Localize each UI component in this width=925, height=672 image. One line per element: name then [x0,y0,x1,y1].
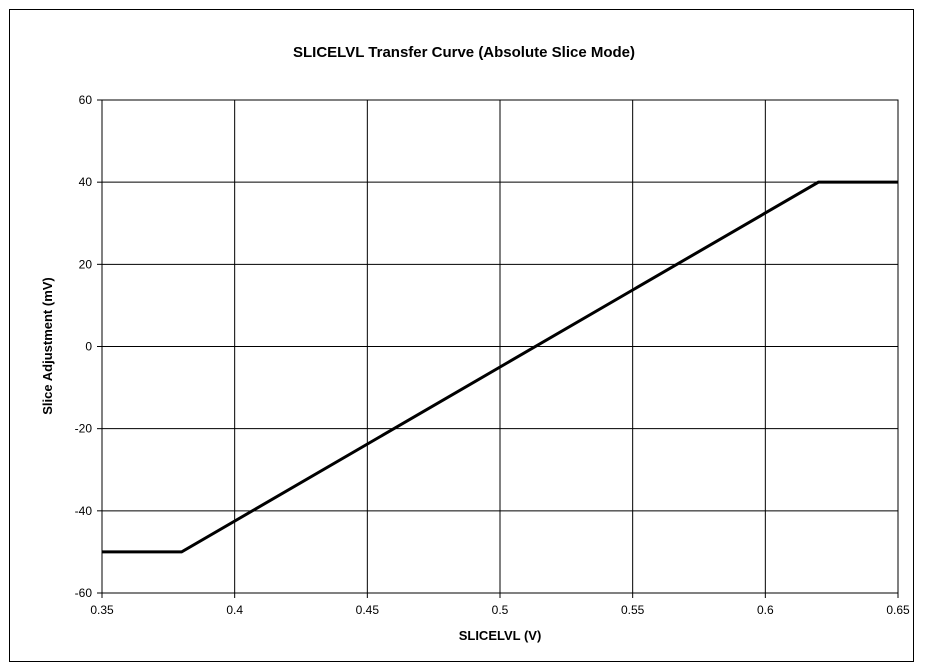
y-axis-tick-labels: -60 -40 -20 0 20 40 60 [75,93,102,600]
chart-title: SLICELVL Transfer Curve (Absolute Slice … [293,44,635,61]
y-tick-label-5: 40 [79,175,93,189]
y-tick-label-1: -40 [75,504,93,518]
x-tick-label-4: 0.55 [621,603,645,617]
x-tick-label-2: 0.45 [356,603,380,617]
chart-frame: SLICELVL Transfer Curve (Absolute Slice … [9,9,914,662]
chart: SLICELVL Transfer Curve (Absolute Slice … [40,44,910,643]
x-tick-label-5: 0.6 [757,603,774,617]
grid-lines [101,99,899,594]
series-layer [102,180,898,554]
series-line-0 [102,180,898,554]
x-tick-label-0: 0.35 [90,603,114,617]
y-axis-title: Slice Adjustment (mV) [40,277,55,414]
y-tick-label-6: 60 [79,93,93,107]
x-axis-tick-labels: 0.35 0.4 0.45 0.5 0.55 0.6 0.65 [90,593,910,617]
x-axis-title: SLICELVL (V) [459,628,542,643]
x-tick-label-6: 0.65 [886,603,910,617]
y-tick-label-2: -20 [75,422,93,436]
y-tick-label-3: 0 [85,340,92,354]
x-tick-label-3: 0.5 [492,603,509,617]
y-tick-label-0: -60 [75,586,93,600]
x-tick-label-1: 0.4 [226,603,243,617]
y-tick-label-4: 20 [79,257,93,271]
